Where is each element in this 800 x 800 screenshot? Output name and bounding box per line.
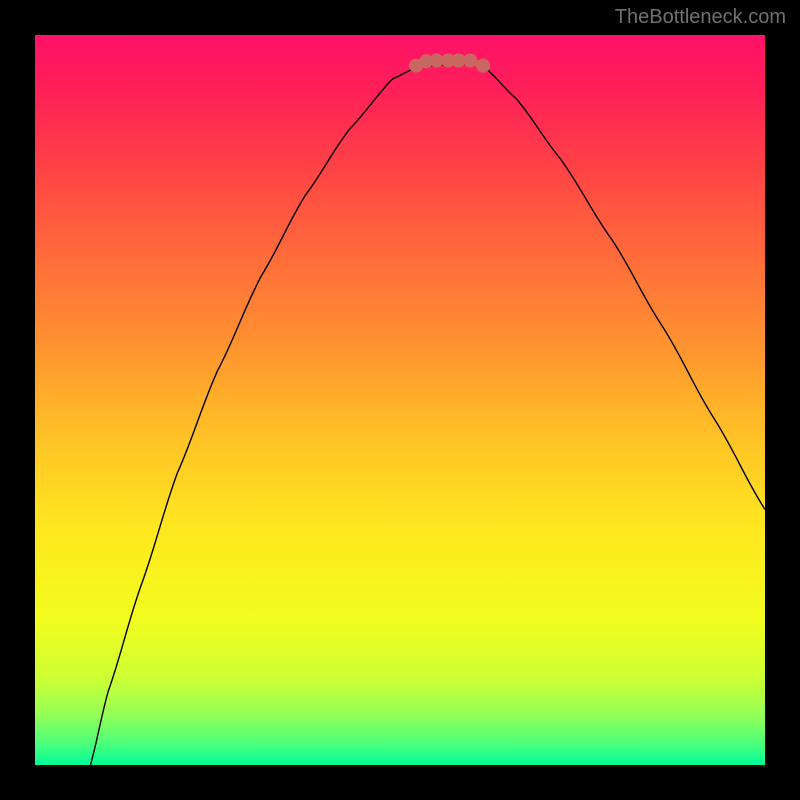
bottleneck-curve [90, 64, 765, 765]
watermark-text: TheBottleneck.com [615, 6, 786, 29]
optimal-marker [463, 54, 477, 68]
chart-curve-layer [0, 0, 800, 800]
optimal-marker [476, 59, 490, 73]
